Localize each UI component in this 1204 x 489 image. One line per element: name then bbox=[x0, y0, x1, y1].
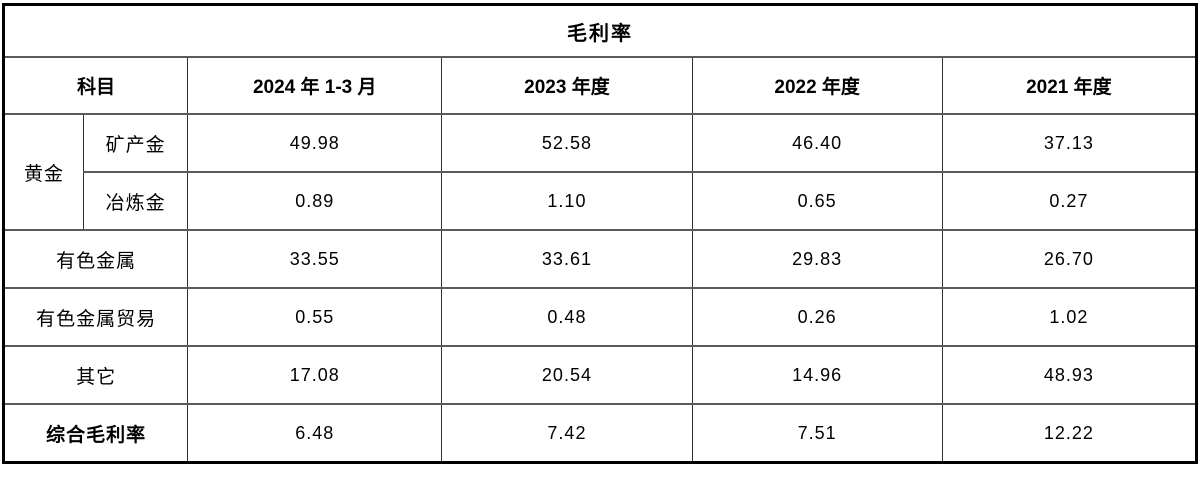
cell-value: 49.98 bbox=[187, 113, 443, 173]
cell-value: 0.48 bbox=[441, 287, 693, 347]
cell-value: 37.13 bbox=[941, 113, 1198, 173]
cell-value: 46.40 bbox=[691, 113, 943, 173]
row-label-nonferrous-trading: 有色金属贸易 bbox=[2, 287, 189, 347]
gross-margin-table: 毛利率 科目 2024 年 1-3 月 2023 年度 2022 年度 2021… bbox=[2, 3, 1198, 464]
group-label-gold: 黄金 bbox=[2, 113, 85, 231]
table-title-row: 毛利率 bbox=[3, 3, 1197, 58]
row-label-overall-gross-margin: 综合毛利率 bbox=[2, 403, 189, 464]
header-period-2023: 2023 年度 bbox=[441, 56, 693, 115]
cell-value: 14.96 bbox=[691, 345, 943, 405]
cell-value: 1.02 bbox=[941, 287, 1198, 347]
cell-value: 48.93 bbox=[941, 345, 1198, 405]
cell-value: 33.61 bbox=[441, 229, 693, 289]
cell-value: 6.48 bbox=[187, 403, 443, 464]
row-smelted-gold: 冶炼金 0.89 1.10 0.65 0.27 bbox=[4, 171, 1198, 231]
cell-value: 7.51 bbox=[691, 403, 943, 464]
header-subject: 科目 bbox=[2, 56, 189, 115]
row-nonferrous-metals: 有色金属 33.55 33.61 29.83 26.70 bbox=[2, 229, 1198, 289]
row-label-other: 其它 bbox=[2, 345, 189, 405]
header-period-2022: 2022 年度 bbox=[691, 56, 943, 115]
cell-value: 0.55 bbox=[187, 287, 443, 347]
cell-value: 33.55 bbox=[187, 229, 443, 289]
cell-value: 0.27 bbox=[941, 171, 1198, 231]
table-title: 毛利率 bbox=[3, 3, 1197, 58]
header-period-2024: 2024 年 1-3 月 bbox=[187, 56, 443, 115]
cell-value: 0.65 bbox=[691, 171, 943, 231]
cell-value: 1.10 bbox=[441, 171, 693, 231]
row-label-nonferrous-metals: 有色金属 bbox=[2, 229, 189, 289]
row-other: 其它 17.08 20.54 14.96 48.93 bbox=[2, 345, 1198, 405]
row-nonferrous-trading: 有色金属贸易 0.55 0.48 0.26 1.02 bbox=[2, 287, 1198, 347]
cell-value: 52.58 bbox=[441, 113, 693, 173]
cell-value: 7.42 bbox=[441, 403, 693, 464]
row-label-mined-gold: 矿产金 bbox=[83, 113, 189, 173]
row-label-smelted-gold: 冶炼金 bbox=[83, 171, 189, 231]
cell-value: 26.70 bbox=[941, 229, 1198, 289]
cell-value: 17.08 bbox=[187, 345, 443, 405]
cell-value: 20.54 bbox=[441, 345, 693, 405]
cell-value: 0.26 bbox=[691, 287, 943, 347]
cell-value: 29.83 bbox=[691, 229, 943, 289]
cell-value: 12.22 bbox=[941, 403, 1198, 464]
cell-value: 0.89 bbox=[187, 171, 443, 231]
table-header-row: 科目 2024 年 1-3 月 2023 年度 2022 年度 2021 年度 bbox=[2, 56, 1198, 115]
row-overall-gross-margin: 综合毛利率 6.48 7.42 7.51 12.22 bbox=[2, 403, 1198, 464]
row-mined-gold: 黄金 矿产金 49.98 52.58 46.40 37.13 bbox=[2, 113, 1198, 231]
header-period-2021: 2021 年度 bbox=[941, 56, 1198, 115]
